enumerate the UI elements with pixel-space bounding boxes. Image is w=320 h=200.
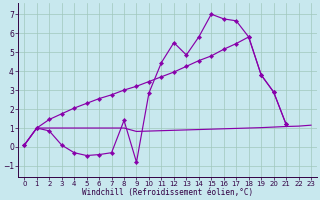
X-axis label: Windchill (Refroidissement éolien,°C): Windchill (Refroidissement éolien,°C) — [82, 188, 253, 197]
